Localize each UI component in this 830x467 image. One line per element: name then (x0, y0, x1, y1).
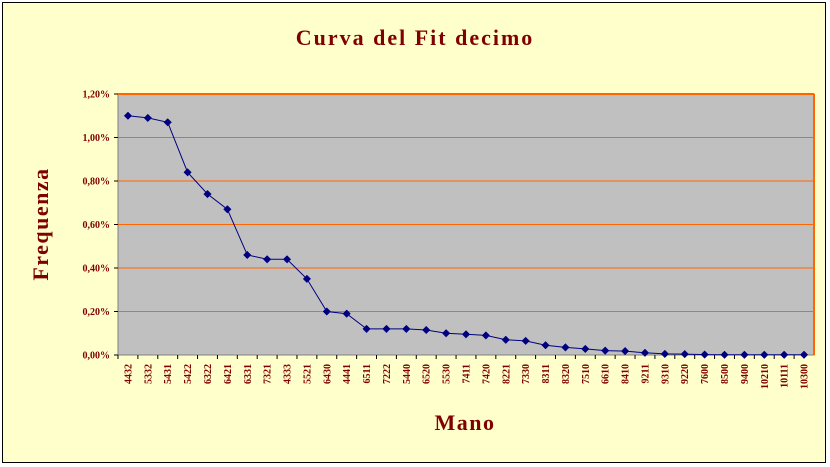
x-axis-ticks: 4432 5332 5431 5422 6322 6421 6331 7321 4333 5521… (117, 355, 811, 389)
data-point (780, 350, 789, 359)
y-tick-label: 1,20% (83, 90, 111, 101)
y-tick-label: 0,00% (83, 351, 111, 362)
data-point (183, 168, 192, 177)
x-tick-label: 5521 (302, 364, 313, 384)
y-axis-ticks: 0,00% 0,20% 0,40% 0,60% 0,80% 1,00% 1,20% (83, 90, 118, 362)
data-point (799, 350, 809, 359)
chart-title: Curva del Fit decimo (296, 25, 535, 50)
x-tick-label: 4333 (283, 364, 294, 384)
x-tick-label: 6610 (601, 364, 612, 384)
data-point (640, 348, 650, 357)
data-point (760, 350, 769, 359)
x-tick-label: 5422 (183, 364, 194, 384)
gridlines (118, 93, 815, 355)
y-tick-label: 1,00% (83, 133, 111, 144)
data-point (481, 331, 491, 340)
data-point (541, 341, 550, 350)
x-tick-label: 6421 (223, 364, 234, 384)
x-tick-label: 4432 (123, 364, 134, 384)
x-tick-label: 10111 (780, 364, 791, 388)
data-point (601, 346, 610, 355)
x-tick-label: 7222 (382, 364, 393, 384)
y-tick-label: 0,60% (83, 220, 111, 231)
x-tick-label: 7600 (700, 364, 711, 384)
x-tick-label: 6520 (422, 364, 433, 384)
data-point (620, 346, 630, 356)
data-point (402, 324, 411, 334)
x-tick-label: 9400 (740, 364, 751, 384)
data-point (700, 350, 709, 359)
data-point (561, 343, 570, 352)
data-point (143, 113, 152, 123)
x-tick-label: 7321 (263, 364, 274, 384)
data-point (382, 324, 391, 334)
data-point (302, 274, 312, 284)
data-point (422, 325, 431, 335)
data-point (461, 330, 471, 339)
data-point (680, 349, 689, 359)
x-tick-label: 10210 (760, 364, 771, 389)
x-tick-label: 7420 (481, 364, 492, 384)
data-point (163, 118, 172, 127)
series-markers (123, 111, 809, 359)
x-tick-label: 5431 (163, 364, 174, 384)
x-tick-label: 6430 (322, 364, 333, 384)
y-tick-label: 0,40% (83, 264, 111, 275)
data-point (441, 329, 451, 338)
y-axis-title: Frequenza (28, 167, 53, 280)
data-point (501, 335, 510, 344)
x-tick-label: 4441 (342, 364, 353, 384)
x-tick-label: 7510 (581, 364, 592, 384)
data-point (342, 309, 351, 318)
data-point (262, 255, 272, 264)
x-tick-label: 10300 (800, 364, 811, 389)
x-tick-label: 8500 (720, 364, 731, 384)
x-tick-label: 5530 (442, 364, 453, 384)
data-point (362, 324, 371, 334)
x-tick-label: 9310 (660, 364, 671, 384)
x-tick-label: 6322 (203, 364, 214, 384)
data-point (581, 344, 590, 354)
x-tick-label: 9211 (640, 364, 651, 383)
x-tick-label: 8221 (501, 364, 512, 384)
x-tick-label: 8311 (541, 364, 552, 383)
data-point (521, 336, 530, 346)
data-point (223, 205, 232, 214)
data-point (123, 111, 133, 120)
x-tick-label: 7330 (521, 364, 532, 384)
x-tick-label: 7411 (462, 364, 473, 383)
data-point (660, 349, 670, 359)
data-point (322, 307, 331, 316)
y-tick-label: 0,20% (83, 307, 111, 318)
x-tick-label: 9220 (680, 364, 691, 384)
data-point (243, 250, 252, 260)
data-point (720, 350, 729, 359)
x-axis-title: Mano (435, 410, 496, 435)
x-tick-label: 5332 (143, 364, 154, 384)
y-tick-label: 0,80% (83, 177, 111, 188)
x-tick-label: 8410 (621, 364, 632, 384)
data-point (740, 350, 749, 359)
data-point (282, 255, 292, 264)
data-point (203, 189, 212, 199)
x-tick-label: 8320 (561, 364, 572, 384)
x-tick-label: 6511 (362, 364, 373, 383)
x-tick-label: 5440 (402, 364, 413, 384)
x-tick-label: 6331 (243, 364, 254, 384)
